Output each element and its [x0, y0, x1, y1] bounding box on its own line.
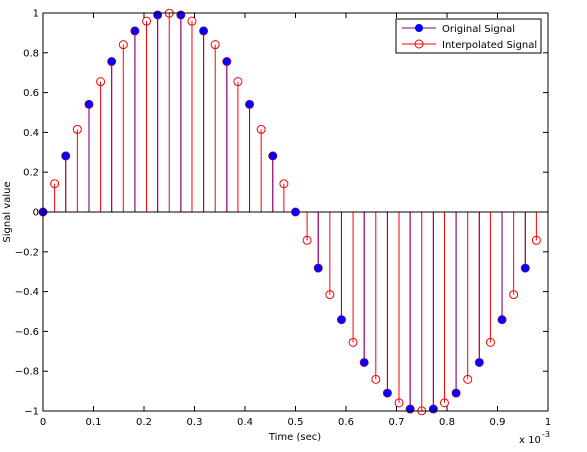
ticks-layer: 0 0.1 0.2 0.3 0.4 0.5 0.6 0.7 0.8 0.9 1 −1 −0.8 −0.6 −…	[15, 9, 551, 429]
legend: Original Signal Interpolated Signal	[395, 18, 542, 54]
original-point	[130, 26, 139, 35]
interpolated-point	[233, 77, 243, 87]
y-tick-label: −0.4	[15, 287, 39, 298]
interpolated-point	[72, 124, 82, 134]
original-point	[84, 100, 93, 109]
interpolated-point	[256, 124, 266, 134]
interpolated-point	[463, 374, 473, 384]
y-tick-label: 0.4	[23, 128, 39, 139]
interpolated-point	[118, 40, 128, 50]
y-tick-label: 0.8	[23, 48, 39, 59]
interpolated-point	[439, 398, 449, 408]
original-point	[452, 389, 461, 398]
y-tick-label: −0.8	[15, 367, 39, 378]
y-tick-label: 1	[33, 9, 39, 20]
original-point	[383, 389, 392, 398]
x-tick-label: 0.6	[338, 417, 354, 428]
x-tick-label: 0.9	[490, 417, 506, 428]
y-axis-label: Signal value	[2, 181, 13, 242]
x-tick-label: 0	[40, 417, 46, 428]
y-tick-label: −0.2	[15, 247, 39, 258]
y-tick-label: −0.6	[15, 327, 39, 338]
original-point	[199, 26, 208, 35]
original-point	[291, 208, 300, 216]
x-exponent-power: -3	[542, 430, 550, 439]
interpolated-point	[279, 179, 289, 189]
x-tick-label: 0.7	[389, 417, 405, 428]
legend-label-interpolated: Interpolated Signal	[442, 40, 537, 51]
interpolated-point	[210, 40, 220, 50]
interpolated-point	[485, 337, 495, 347]
original-point	[498, 315, 507, 324]
y-tick-label: 0	[33, 208, 39, 219]
original-point	[360, 358, 369, 367]
interpolated-point	[50, 179, 60, 189]
interpolated-point	[371, 374, 381, 384]
legend-marker-interpolated	[414, 39, 424, 49]
x-tick-label: 1	[545, 417, 551, 428]
original-point	[268, 151, 277, 160]
x-exponent-label: x 10	[519, 435, 541, 446]
original-point	[475, 358, 484, 367]
y-tick-label: 0.2	[23, 168, 39, 179]
x-tick-label: 0.8	[439, 417, 455, 428]
x-tick-label: 0.4	[237, 417, 253, 428]
original-point	[521, 264, 530, 273]
original-point	[245, 100, 254, 109]
legend-label-original: Original Signal	[442, 24, 515, 35]
original-point	[314, 264, 323, 273]
x-tick-label: 0.5	[288, 417, 304, 428]
interpolated-point	[394, 398, 404, 408]
interpolated-point	[187, 16, 197, 26]
x-axis-label: Time (sec)	[268, 432, 321, 443]
original-point	[337, 315, 346, 324]
original-point	[222, 57, 231, 66]
interpolated-point	[325, 290, 335, 300]
interpolated-point	[96, 77, 106, 87]
interpolated-point	[142, 16, 152, 26]
x-tick-label: 0.1	[86, 417, 102, 428]
stems-layer	[54, 13, 537, 411]
y-tick-label: 0.6	[23, 88, 39, 99]
original-point	[107, 57, 116, 66]
x-tick-label: 0.3	[187, 417, 203, 428]
x-tick-label: 0.2	[136, 417, 152, 428]
interpolated-point	[348, 337, 358, 347]
interpolated-point	[302, 235, 312, 245]
y-tick-label: −1	[24, 407, 39, 418]
original-point	[61, 151, 70, 160]
legend-marker-original	[415, 24, 423, 32]
interpolated-point	[531, 235, 541, 245]
interpolated-point	[509, 290, 519, 300]
